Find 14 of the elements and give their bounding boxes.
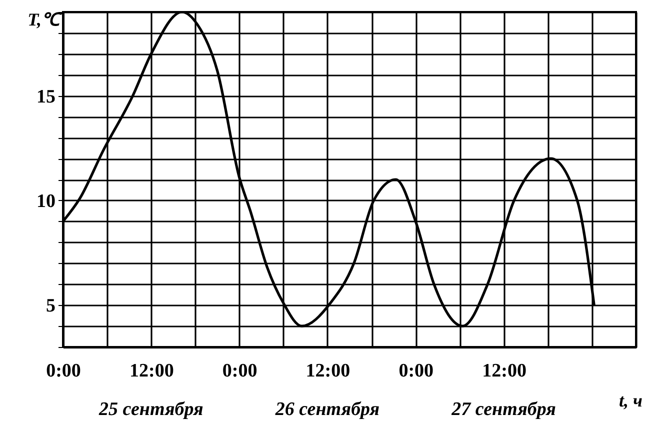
y-tick-label: 5 xyxy=(46,296,56,317)
text: 26 сентября xyxy=(274,399,380,420)
x-tick-label: 0:00 xyxy=(222,360,258,382)
text: 25 сентября xyxy=(98,399,204,420)
x-tick-label: 0:00 xyxy=(398,360,434,382)
x-tick-label: 0:00 xyxy=(46,360,81,382)
y-tick-label: 10 xyxy=(36,190,56,212)
text: 27 сентября xyxy=(450,399,556,420)
y-tick-label: 15 xyxy=(36,86,56,108)
x-axis-title: t, ч xyxy=(619,390,642,410)
y-axis-title: T,℃ xyxy=(28,10,64,30)
x-tick-label: 12:00 xyxy=(482,360,526,382)
x-tick-label: 12:00 xyxy=(129,360,174,382)
x-tick-label: 12:00 xyxy=(306,360,350,382)
